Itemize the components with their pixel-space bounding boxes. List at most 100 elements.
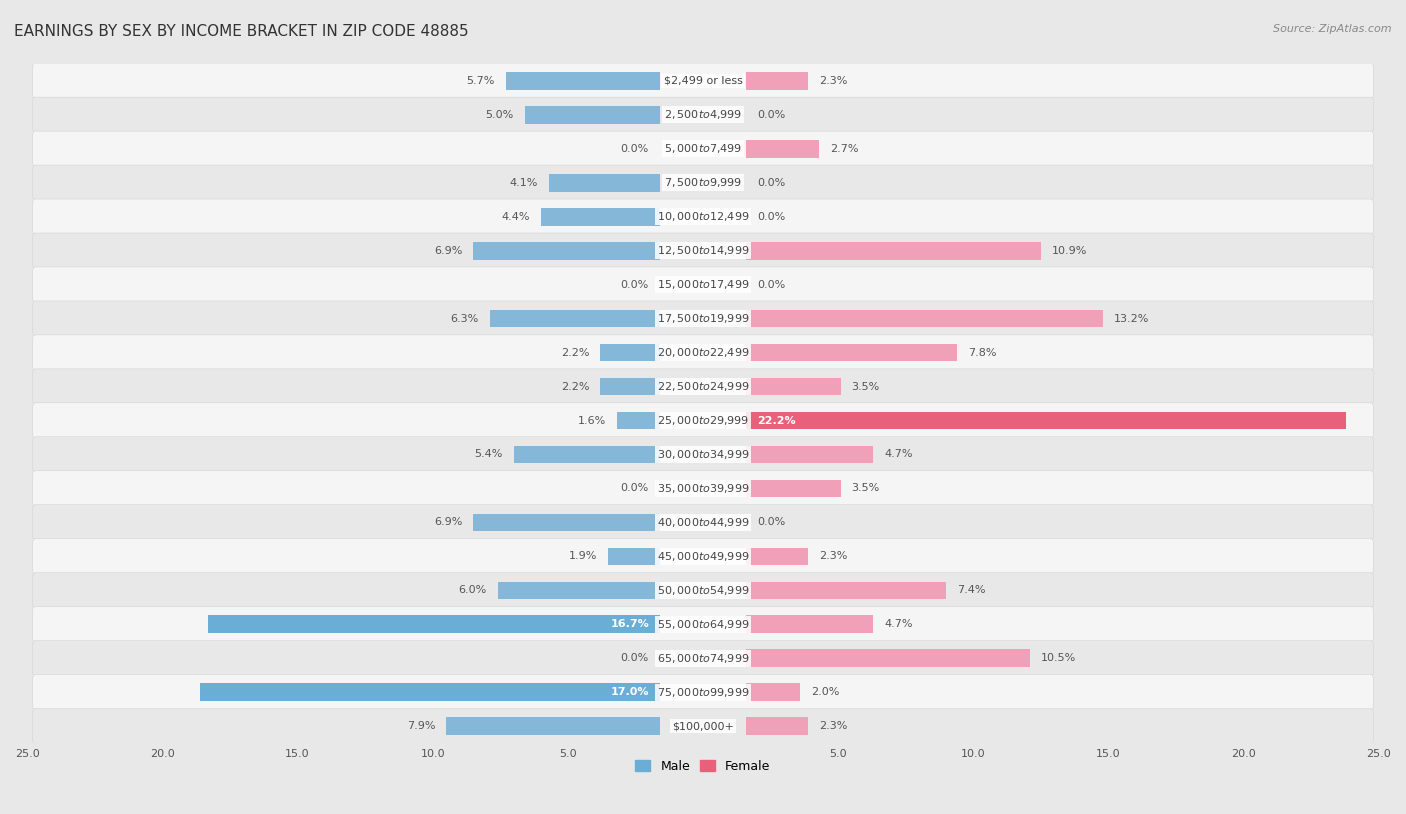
Bar [747, 72, 808, 90]
Bar [747, 344, 957, 361]
Text: 0.0%: 0.0% [756, 518, 786, 527]
Text: 4.4%: 4.4% [502, 212, 530, 221]
Text: 13.2%: 13.2% [1114, 313, 1149, 324]
Text: 0.0%: 0.0% [620, 654, 650, 663]
Text: 7.9%: 7.9% [406, 721, 436, 731]
Bar [600, 344, 659, 361]
Text: 16.7%: 16.7% [610, 619, 650, 629]
Bar [747, 684, 800, 701]
Bar [747, 717, 808, 735]
Bar [747, 581, 946, 599]
Text: $5,000 to $7,499: $5,000 to $7,499 [664, 142, 742, 155]
FancyBboxPatch shape [32, 539, 1374, 574]
Text: $25,000 to $29,999: $25,000 to $29,999 [657, 414, 749, 427]
Bar [747, 412, 1346, 429]
Bar [200, 684, 659, 701]
FancyBboxPatch shape [32, 233, 1374, 269]
FancyBboxPatch shape [32, 335, 1374, 370]
Text: 7.4%: 7.4% [957, 585, 986, 595]
FancyBboxPatch shape [32, 573, 1374, 608]
Text: $65,000 to $74,999: $65,000 to $74,999 [657, 652, 749, 665]
Text: $20,000 to $22,499: $20,000 to $22,499 [657, 346, 749, 359]
FancyBboxPatch shape [32, 470, 1374, 506]
Bar [747, 445, 873, 463]
Text: 0.0%: 0.0% [620, 144, 650, 154]
FancyBboxPatch shape [32, 165, 1374, 200]
Text: 1.9%: 1.9% [569, 551, 598, 562]
Text: 7.8%: 7.8% [967, 348, 997, 357]
Bar [616, 412, 659, 429]
Text: $40,000 to $44,999: $40,000 to $44,999 [657, 516, 749, 529]
Bar [474, 514, 659, 532]
Text: 0.0%: 0.0% [756, 110, 786, 120]
Text: $12,500 to $14,999: $12,500 to $14,999 [657, 244, 749, 257]
Bar [747, 479, 841, 497]
Text: 6.9%: 6.9% [434, 246, 463, 256]
Bar [524, 106, 659, 124]
Bar [446, 717, 659, 735]
Bar [208, 615, 659, 633]
Text: $2,499 or less: $2,499 or less [664, 76, 742, 85]
Text: 2.2%: 2.2% [561, 348, 589, 357]
Text: 4.7%: 4.7% [884, 619, 912, 629]
Text: 2.3%: 2.3% [820, 76, 848, 85]
Text: Source: ZipAtlas.com: Source: ZipAtlas.com [1274, 24, 1392, 34]
Text: $75,000 to $99,999: $75,000 to $99,999 [657, 685, 749, 698]
Text: 17.0%: 17.0% [610, 687, 650, 698]
FancyBboxPatch shape [32, 97, 1374, 133]
Text: 10.9%: 10.9% [1052, 246, 1087, 256]
Text: 6.0%: 6.0% [458, 585, 486, 595]
Bar [747, 242, 1040, 260]
Text: $30,000 to $34,999: $30,000 to $34,999 [657, 448, 749, 461]
Text: 4.7%: 4.7% [884, 449, 912, 459]
Text: 2.7%: 2.7% [830, 144, 859, 154]
Text: 3.5%: 3.5% [852, 382, 880, 392]
Text: $15,000 to $17,499: $15,000 to $17,499 [657, 278, 749, 291]
FancyBboxPatch shape [32, 437, 1374, 472]
Text: 4.1%: 4.1% [510, 177, 538, 188]
FancyBboxPatch shape [32, 641, 1374, 676]
Text: 10.5%: 10.5% [1040, 654, 1076, 663]
FancyBboxPatch shape [32, 369, 1374, 405]
FancyBboxPatch shape [32, 675, 1374, 710]
Text: 3.5%: 3.5% [852, 484, 880, 493]
Bar [489, 310, 659, 327]
Bar [513, 445, 659, 463]
Bar [747, 650, 1031, 667]
Text: $55,000 to $64,999: $55,000 to $64,999 [657, 618, 749, 631]
Text: 0.0%: 0.0% [620, 280, 650, 290]
Text: 2.3%: 2.3% [820, 721, 848, 731]
Text: 2.3%: 2.3% [820, 551, 848, 562]
Bar [747, 548, 808, 565]
Text: 0.0%: 0.0% [756, 177, 786, 188]
Text: $2,500 to $4,999: $2,500 to $4,999 [664, 108, 742, 121]
Text: $100,000+: $100,000+ [672, 721, 734, 731]
Text: $50,000 to $54,999: $50,000 to $54,999 [657, 584, 749, 597]
Text: EARNINGS BY SEX BY INCOME BRACKET IN ZIP CODE 48885: EARNINGS BY SEX BY INCOME BRACKET IN ZIP… [14, 24, 468, 39]
Legend: Male, Female: Male, Female [630, 755, 776, 777]
Text: $17,500 to $19,999: $17,500 to $19,999 [657, 312, 749, 325]
FancyBboxPatch shape [32, 267, 1374, 302]
FancyBboxPatch shape [32, 63, 1374, 98]
Text: 0.0%: 0.0% [620, 484, 650, 493]
Text: $22,500 to $24,999: $22,500 to $24,999 [657, 380, 749, 393]
Bar [548, 174, 659, 191]
Bar [506, 72, 659, 90]
FancyBboxPatch shape [32, 199, 1374, 234]
Bar [600, 378, 659, 396]
Text: 2.2%: 2.2% [561, 382, 589, 392]
FancyBboxPatch shape [32, 403, 1374, 438]
Bar [498, 581, 659, 599]
Text: $45,000 to $49,999: $45,000 to $49,999 [657, 550, 749, 563]
Text: 0.0%: 0.0% [756, 212, 786, 221]
Text: 2.0%: 2.0% [811, 687, 839, 698]
Text: 5.0%: 5.0% [485, 110, 513, 120]
Bar [541, 208, 659, 225]
Text: $10,000 to $12,499: $10,000 to $12,499 [657, 210, 749, 223]
Bar [747, 378, 841, 396]
Text: 5.4%: 5.4% [475, 449, 503, 459]
Text: $35,000 to $39,999: $35,000 to $39,999 [657, 482, 749, 495]
FancyBboxPatch shape [32, 708, 1374, 744]
FancyBboxPatch shape [32, 606, 1374, 642]
Text: 0.0%: 0.0% [756, 280, 786, 290]
